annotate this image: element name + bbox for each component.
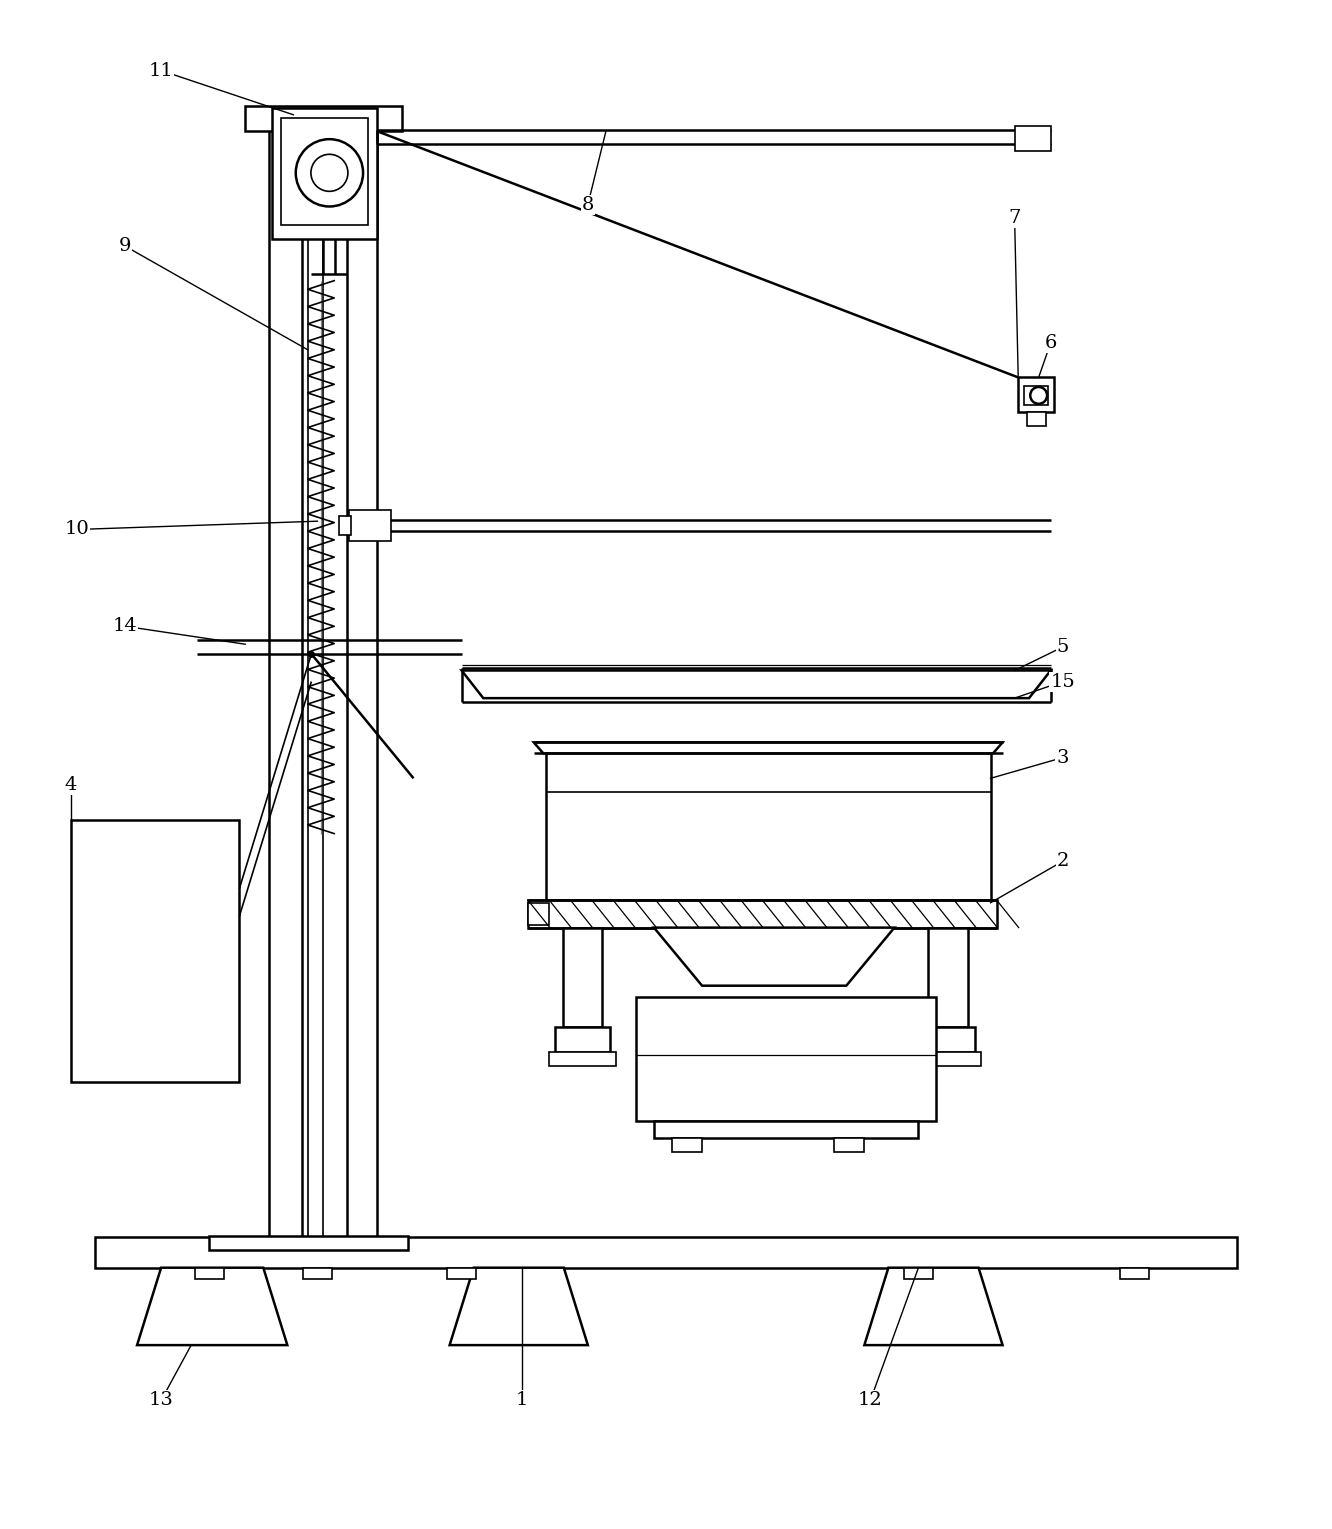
Bar (546, 748, 991, 901)
Text: 11: 11 (149, 61, 173, 80)
Bar (555, 1027, 610, 1052)
Bar (348, 109, 377, 1242)
Text: 9: 9 (119, 237, 132, 255)
Polygon shape (654, 928, 894, 986)
Bar (308, 109, 324, 1242)
Bar (194, 1268, 224, 1278)
Bar (654, 1121, 919, 1138)
Bar (1120, 1268, 1150, 1278)
Bar (349, 511, 390, 541)
Bar (635, 997, 936, 1121)
Text: 2: 2 (1056, 852, 1068, 870)
Bar (1027, 411, 1046, 425)
Bar (834, 1138, 864, 1151)
Bar (527, 902, 549, 925)
Text: 13: 13 (149, 1391, 173, 1410)
Text: 3: 3 (1056, 749, 1070, 766)
Bar (562, 928, 602, 1027)
Bar (1024, 385, 1048, 405)
Bar (673, 1138, 702, 1151)
Text: 1: 1 (515, 1391, 527, 1410)
Bar (1018, 378, 1055, 411)
Bar (915, 1052, 980, 1066)
Bar (209, 1235, 408, 1249)
Bar (245, 107, 401, 131)
Polygon shape (137, 1268, 288, 1346)
Text: 6: 6 (1044, 333, 1056, 352)
Polygon shape (450, 1268, 587, 1346)
Polygon shape (864, 1268, 1003, 1346)
Bar (302, 1268, 332, 1278)
Text: 12: 12 (858, 1391, 883, 1410)
Polygon shape (534, 743, 1003, 754)
Bar (549, 1052, 615, 1066)
Text: 8: 8 (582, 196, 594, 214)
Bar (272, 109, 377, 239)
Bar (1015, 125, 1051, 151)
Bar (527, 901, 996, 928)
Bar (281, 118, 368, 225)
Text: 7: 7 (1008, 209, 1020, 228)
Bar (920, 1027, 975, 1052)
Text: 14: 14 (113, 618, 137, 635)
Bar (448, 1268, 476, 1278)
Text: 15: 15 (1051, 673, 1075, 691)
Bar (269, 109, 302, 1242)
Text: 10: 10 (64, 520, 89, 538)
Polygon shape (462, 671, 1051, 699)
Text: 4: 4 (65, 777, 77, 794)
Text: 5: 5 (1056, 638, 1068, 656)
Bar (340, 515, 352, 535)
Bar (904, 1268, 932, 1278)
Bar (95, 1237, 1237, 1268)
Bar (71, 820, 240, 1083)
Bar (928, 928, 968, 1027)
